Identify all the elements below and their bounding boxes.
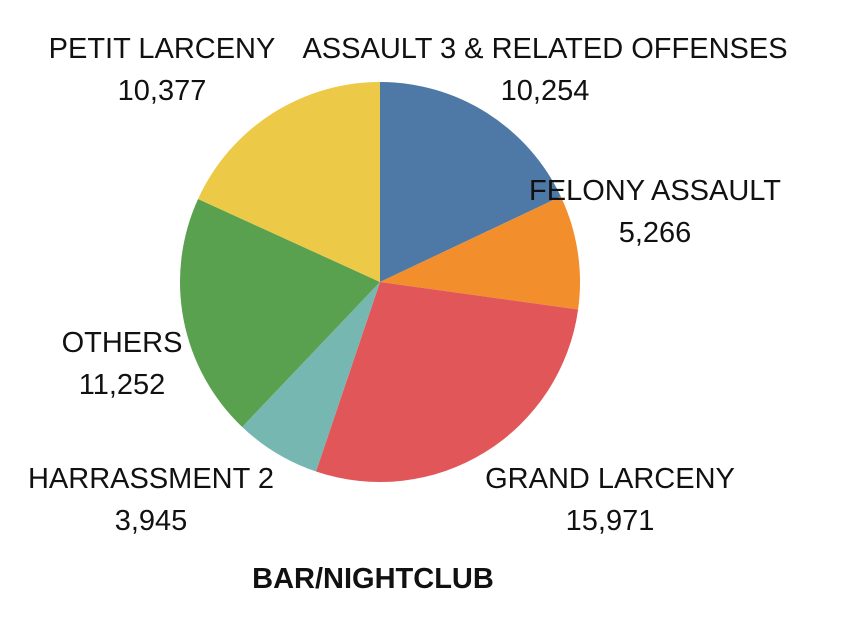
chart-caption: BAR/NIGHTCLUB [252, 563, 494, 595]
slice-value-felony-assault: 5,266 [619, 217, 692, 249]
slice-label-others: OTHERS [62, 327, 183, 359]
slice-label-assault-3: ASSAULT 3 & RELATED OFFENSES [302, 33, 787, 65]
slice-value-others: 11,252 [79, 369, 166, 401]
pie-slice-assault-3-related-offenses [380, 82, 561, 282]
pie-labels: ASSAULT 3 & RELATED OFFENSES 10,254 FELO… [28, 33, 788, 537]
pie-slice-petit-larceny [198, 82, 380, 282]
pie-slice-felony-assault [380, 196, 581, 310]
pie-slice-others [180, 198, 380, 427]
slice-label-grand-larceny: GRAND LARCENY [485, 463, 735, 495]
slice-label-felony-assault: FELONY ASSAULT [529, 175, 781, 207]
pie-slice-grand-larceny [316, 282, 579, 482]
slice-label-harrassment-2: HARRASSMENT 2 [28, 463, 274, 495]
slice-value-grand-larceny: 15,971 [566, 505, 655, 537]
slice-value-harrassment-2: 3,945 [115, 505, 188, 537]
slice-value-assault-3: 10,254 [501, 75, 590, 107]
pie-slices [180, 82, 581, 482]
slice-label-petit-larceny: PETIT LARCENY [49, 33, 276, 65]
slice-value-petit-larceny: 10,377 [118, 75, 207, 107]
pie-slice-harrassment-2 [242, 282, 380, 472]
